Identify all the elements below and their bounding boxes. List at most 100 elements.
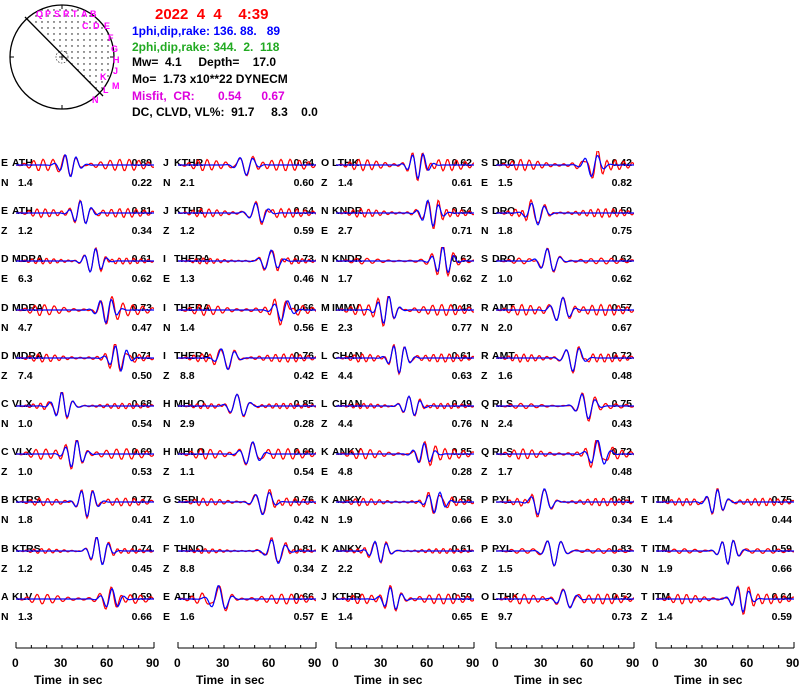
component: Z: [641, 610, 648, 623]
compression-dot: [29, 9, 31, 11]
compression-dot: [107, 51, 109, 53]
tick-label: 90: [308, 656, 322, 670]
time-axis: [15, 642, 155, 649]
amplitude: 1.4: [180, 321, 195, 334]
nodal-line: [24, 16, 104, 97]
component: N: [481, 225, 489, 238]
synthetic-trace: [178, 393, 316, 417]
compression-dot: [53, 15, 55, 17]
waveform-plot: [178, 584, 316, 612]
compression-dot: [65, 15, 67, 17]
compression-dot: [95, 63, 97, 65]
beachball-station-label: Q: [36, 9, 43, 19]
compression-dot: [65, 33, 67, 35]
center-cross: [59, 54, 65, 60]
station-name: KTRS: [12, 542, 41, 555]
synthetic-trace: [178, 156, 316, 176]
compression-dot: [23, 9, 25, 11]
compression-dot: [89, 51, 91, 53]
correlation-value: 0.66: [293, 301, 314, 314]
compression-dot: [77, 51, 79, 53]
shift-value: 0.62: [611, 273, 632, 286]
observed-trace: [496, 248, 634, 274]
compression-dot: [89, 75, 91, 77]
observed-trace: [336, 343, 474, 376]
beachball-station-label: J: [113, 66, 118, 76]
station-code: T: [641, 494, 648, 507]
observed-trace: [336, 492, 474, 515]
waveform-plot: [336, 295, 474, 327]
shift-value: 0.77: [451, 321, 472, 334]
compression-dot: [101, 69, 103, 71]
component: E: [321, 610, 329, 623]
observed-trace: [16, 199, 154, 225]
synthetic-trace: [16, 153, 154, 178]
compression-dot: [65, 9, 67, 11]
compression-dot: [113, 15, 114, 17]
component: Z: [321, 418, 328, 430]
compression-dot: [89, 57, 91, 59]
component: E: [321, 225, 329, 238]
waveform-plot: [16, 536, 154, 565]
observed-trace: [336, 540, 474, 564]
correlation-value: 0.59: [451, 590, 472, 603]
compression-dot: [107, 9, 109, 11]
observed-trace: [656, 488, 794, 516]
component: Z: [163, 225, 170, 238]
compression-dot: [101, 81, 103, 83]
waveform-plot: [16, 153, 154, 178]
component: Z: [1, 466, 8, 479]
waveform-plot: [178, 155, 316, 177]
station-name: VLX: [12, 398, 33, 410]
waveform-plot: [336, 247, 474, 278]
magnitude-depth: Mw= 4.1 Depth= 17.0: [132, 55, 277, 69]
time-axis: [177, 642, 317, 649]
correlation-value: 0.59: [771, 542, 792, 555]
amplitude: 1.2: [180, 225, 195, 238]
tick-label: 30: [534, 656, 548, 670]
component: N: [1, 321, 9, 334]
beachball-station-label: S: [54, 9, 60, 19]
compression-dot: [113, 27, 114, 29]
station-code: P: [481, 542, 489, 555]
compression-dot: [53, 33, 55, 35]
synthetic-trace: [336, 586, 474, 611]
shift-value: 0.63: [451, 369, 472, 382]
station-code: F: [163, 542, 170, 555]
amplitude: 2.2: [338, 562, 353, 575]
amplitude: 1.4: [658, 610, 673, 623]
amplitude: 1.6: [180, 610, 195, 623]
station-code: I: [163, 301, 166, 314]
station-code: M: [321, 301, 330, 314]
beachball-station-label: P: [45, 9, 51, 19]
shift-value: 0.28: [451, 466, 472, 479]
beachball-station-label: H: [113, 55, 120, 65]
compression-dot: [35, 21, 37, 23]
synthetic-trace: [656, 539, 794, 565]
observed-trace: [16, 247, 154, 274]
beachball-station-label: G: [111, 44, 118, 54]
compression-dot: [107, 15, 109, 17]
synthetic-trace: [178, 584, 316, 610]
shift-value: 0.48: [611, 369, 632, 382]
component: N: [163, 418, 171, 430]
amplitude: 1.4: [338, 610, 353, 623]
component: N: [481, 321, 489, 334]
shift-value: 0.76: [451, 418, 472, 430]
synthetic-trace: [336, 344, 474, 374]
shift-value: 0.82: [611, 177, 632, 189]
amplitude: 1.4: [338, 177, 353, 189]
component: E: [163, 273, 171, 286]
component: Z: [1, 562, 8, 575]
synthetic-trace: [496, 440, 634, 466]
station-code: N: [321, 205, 329, 218]
synthetic-trace: [16, 248, 154, 274]
compression-dot: [41, 27, 43, 29]
shift-value: 0.47: [131, 321, 152, 334]
beachball-station-label: R: [63, 9, 70, 19]
tick-label: 90: [626, 656, 640, 670]
waveform-plot: [496, 296, 634, 321]
shift-value: 0.22: [131, 177, 152, 189]
tick-label: 90: [146, 656, 160, 670]
waveform-plot: [178, 347, 316, 371]
